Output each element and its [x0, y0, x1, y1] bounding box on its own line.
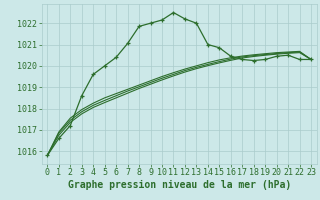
X-axis label: Graphe pression niveau de la mer (hPa): Graphe pression niveau de la mer (hPa) [68, 180, 291, 190]
